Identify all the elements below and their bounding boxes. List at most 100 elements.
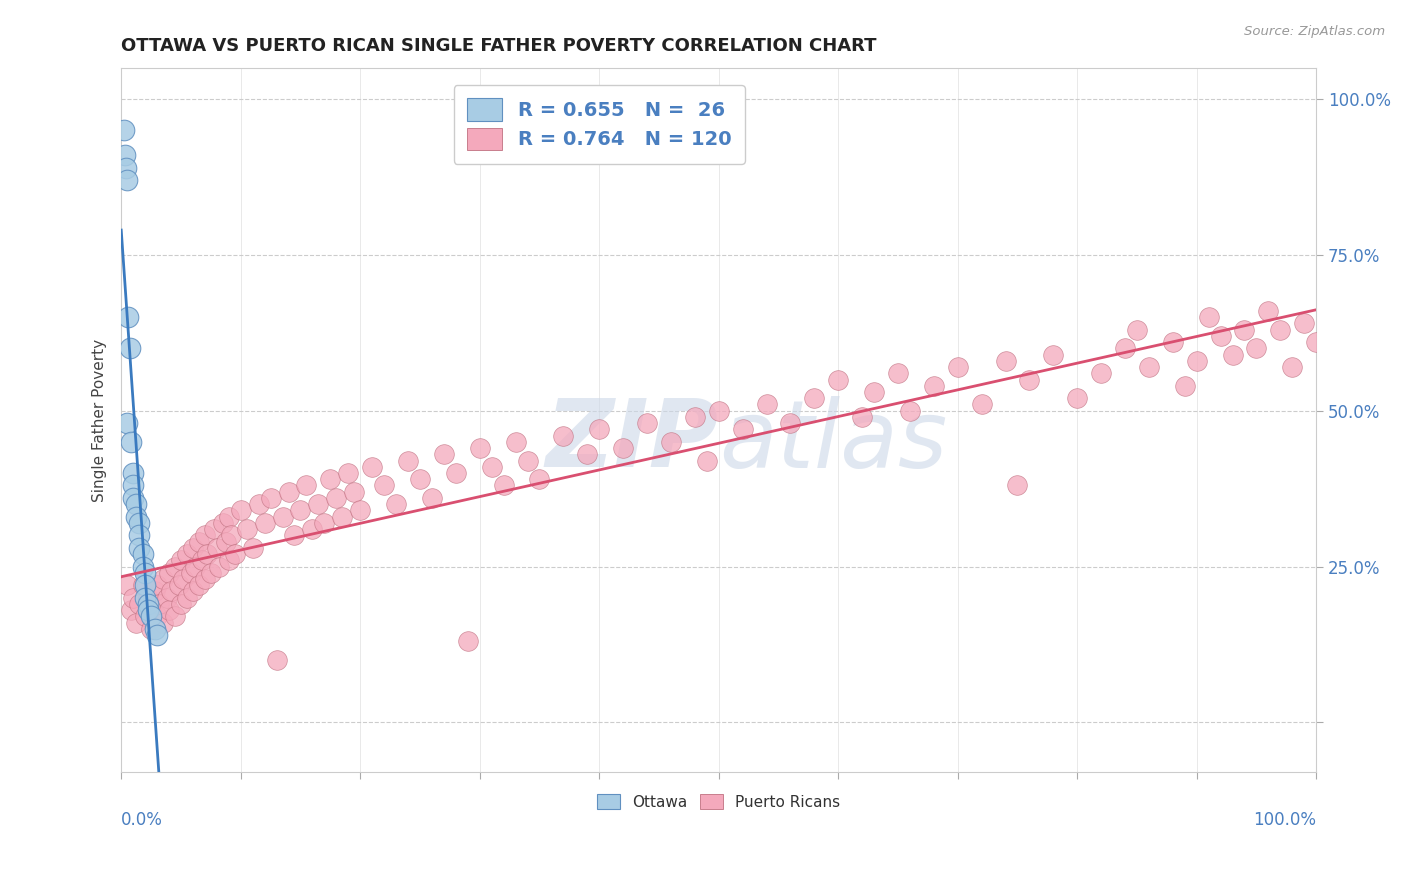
Point [1198,310,1220,325]
Point [290,503,312,517]
Point [1270,323,1292,337]
Point [124,615,146,630]
Point [696,453,718,467]
Point [120,434,142,449]
Point [146,578,169,592]
Point [779,416,801,430]
Point [132,559,155,574]
Point [122,466,145,480]
Point [152,615,174,630]
Point [219,528,242,542]
Point [195,547,218,561]
Point [115,416,138,430]
Point [373,478,395,492]
Point [114,148,136,162]
Point [187,534,209,549]
Point [242,541,264,555]
Point [1042,348,1064,362]
Point [205,541,228,555]
Point [803,391,825,405]
Point [409,472,432,486]
Legend: Ottawa, Puerto Ricans: Ottawa, Puerto Ricans [589,786,848,817]
Point [457,634,479,648]
Point [247,497,270,511]
Point [181,541,204,555]
Point [481,459,503,474]
Point [1246,342,1268,356]
Text: ZIP: ZIP [546,395,718,487]
Point [1185,354,1208,368]
Point [170,597,193,611]
Point [124,509,146,524]
Point [204,522,226,536]
Point [385,497,408,511]
Point [259,491,281,505]
Point [134,609,156,624]
Point [922,379,945,393]
Point [170,553,193,567]
Point [707,403,730,417]
Point [468,441,491,455]
Text: Source: ZipAtlas.com: Source: ZipAtlas.com [1244,25,1385,38]
Point [112,123,135,137]
Point [1174,379,1197,393]
Point [176,547,198,561]
Point [731,422,754,436]
Point [505,434,527,449]
Point [1066,391,1088,405]
Point [283,528,305,542]
Point [553,428,575,442]
Point [229,503,252,517]
Point [1209,329,1232,343]
Point [115,173,138,187]
Point [307,497,329,511]
Point [1294,317,1316,331]
Point [143,622,166,636]
Point [118,342,141,356]
Point [120,603,142,617]
Point [492,478,515,492]
Point [132,578,155,592]
Point [433,447,456,461]
Point [970,397,993,411]
Point [636,416,658,430]
Point [994,354,1017,368]
Point [172,572,194,586]
Point [337,466,360,480]
Text: atlas: atlas [718,396,948,487]
Point [827,373,849,387]
Point [134,578,156,592]
Point [361,459,384,474]
Point [898,403,921,417]
Point [163,559,186,574]
Point [132,547,155,561]
Point [755,397,778,411]
Point [128,528,150,542]
Point [157,603,180,617]
Point [194,528,217,542]
Point [215,534,238,549]
Point [1137,360,1160,375]
Point [128,541,150,555]
Point [887,367,910,381]
Point [271,509,294,524]
Point [184,559,207,574]
Point [176,591,198,605]
Point [200,566,222,580]
Point [208,559,231,574]
Point [683,409,706,424]
Point [325,491,347,505]
Point [136,603,159,617]
Point [136,597,159,611]
Point [851,409,873,424]
Point [180,566,202,580]
Point [163,609,186,624]
Point [659,434,682,449]
Point [146,609,169,624]
Point [576,447,599,461]
Text: OTTAWA VS PUERTO RICAN SINGLE FATHER POVERTY CORRELATION CHART: OTTAWA VS PUERTO RICAN SINGLE FATHER POV… [121,37,877,55]
Point [122,591,145,605]
Point [253,516,276,530]
Point [115,161,138,175]
Point [1090,367,1112,381]
